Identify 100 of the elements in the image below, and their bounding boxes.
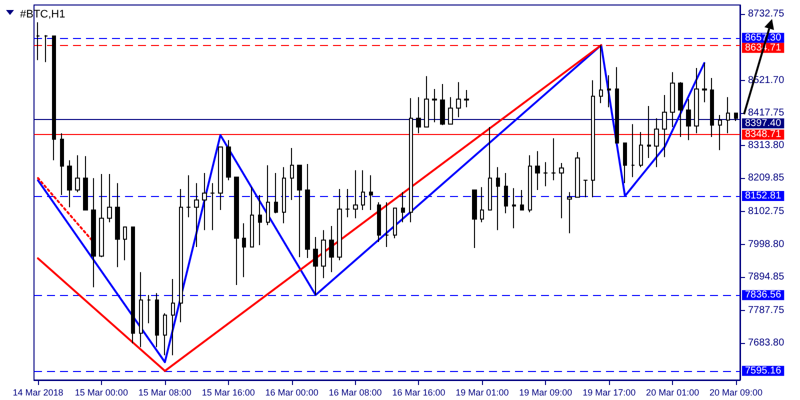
y-tick-label: 8417.75	[748, 107, 785, 118]
candlestick	[274, 172, 278, 214]
candlestick	[694, 68, 699, 134]
candlestick	[734, 112, 738, 122]
candlestick	[139, 272, 143, 348]
y-tick-label: 7998.80	[748, 238, 785, 250]
candlestick	[67, 160, 72, 208]
ref-line-label: 7595.16	[745, 365, 782, 376]
candlestick	[639, 131, 643, 168]
y-tick-label: 7894.85	[748, 271, 785, 282]
candlestick	[528, 154, 532, 213]
candlestick	[210, 182, 215, 231]
candlestick	[36, 22, 40, 61]
x-tick-label: 15 Mar 00:00	[74, 388, 128, 398]
candlestick	[123, 226, 127, 261]
candlestick	[234, 176, 239, 286]
x-tick-label: 20 Mar 09:00	[710, 388, 763, 398]
candlestick	[242, 222, 246, 278]
candlestick	[480, 186, 484, 223]
candlestick	[266, 164, 270, 226]
candlestick	[345, 188, 350, 218]
candlestick	[551, 138, 556, 181]
candlestick	[631, 124, 635, 178]
candlestick	[567, 192, 572, 234]
candlestick	[194, 182, 199, 248]
candlestick	[678, 82, 683, 138]
candlestick	[147, 294, 151, 324]
candlestick	[488, 126, 492, 211]
candlestick	[313, 236, 318, 296]
candlestick	[607, 74, 611, 108]
candlestick	[440, 84, 445, 126]
candlestick	[496, 166, 500, 231]
candlestick	[393, 208, 397, 239]
candlestick	[718, 114, 722, 151]
candlestick	[401, 192, 405, 223]
candlestick	[186, 174, 191, 218]
y-tick-label: 8732.75	[748, 8, 785, 20]
candlestick	[202, 172, 207, 231]
candlestick	[329, 226, 334, 273]
candlestick	[226, 140, 231, 181]
candlestick	[504, 172, 508, 214]
candlestick	[424, 76, 429, 128]
candlestick	[535, 150, 540, 190]
ref-line-label: 8152.81	[745, 190, 782, 202]
candlestick	[670, 72, 675, 128]
candlestick	[337, 188, 342, 261]
candlestick	[361, 170, 365, 211]
candlestick	[60, 132, 64, 196]
candlestick	[44, 34, 48, 63]
x-tick-label: 16 Mar 08:00	[328, 388, 382, 398]
candlestick	[290, 147, 294, 201]
candlestick	[52, 36, 56, 161]
candlestick	[647, 105, 651, 159]
candlestick	[615, 66, 619, 144]
candlestick	[115, 182, 120, 268]
candlestick	[662, 94, 667, 158]
y-tick-label: 7683.80	[748, 338, 785, 349]
candlestick	[591, 80, 595, 198]
candlestick	[179, 188, 183, 323]
ref-line-label: 8348.71	[745, 129, 782, 140]
candlestick	[416, 96, 421, 134]
ref-line-label: 7836.56	[745, 290, 782, 301]
candlestick	[472, 189, 477, 248]
candlestick	[297, 164, 302, 258]
candlestick	[83, 156, 88, 211]
candlestick	[575, 152, 580, 198]
candlestick	[282, 166, 286, 224]
candlestick	[163, 312, 167, 356]
x-tick-label: 20 Mar 01:00	[646, 388, 700, 398]
candlestick	[171, 278, 175, 356]
candlestick	[702, 62, 707, 103]
x-tick-label: 15 Mar 16:00	[202, 388, 255, 398]
candlestick	[543, 162, 548, 187]
candlestick	[250, 186, 254, 248]
candlestick	[710, 78, 714, 138]
candlestick	[385, 202, 389, 248]
y-tick-label: 8209.85	[748, 172, 785, 184]
candlestick	[409, 98, 413, 223]
x-tick-label: 16 Mar 00:00	[265, 388, 318, 398]
candlestick	[369, 174, 373, 211]
candlestick	[520, 189, 524, 211]
candlestick	[258, 194, 262, 246]
x-tick-label: 15 Mar 08:00	[138, 388, 192, 398]
candlestick	[75, 154, 80, 193]
candlestick	[377, 202, 381, 243]
y-tick-label: 7787.75	[748, 304, 785, 316]
candlestick	[464, 89, 469, 108]
x-tick-label: 14 Mar 2018	[12, 388, 64, 398]
candlestick	[599, 44, 603, 104]
candlestick	[654, 118, 659, 168]
candlestick	[353, 170, 358, 219]
x-tick-label: 19 Mar 09:00	[519, 388, 572, 398]
candlestick	[99, 174, 104, 258]
candlestick	[623, 142, 627, 184]
candlestick	[131, 226, 135, 344]
candlestick	[155, 292, 159, 348]
candlestick	[218, 146, 223, 211]
candlestick	[432, 88, 437, 123]
ref-line-label: 8397.40	[745, 118, 782, 129]
candlestick	[91, 178, 96, 288]
